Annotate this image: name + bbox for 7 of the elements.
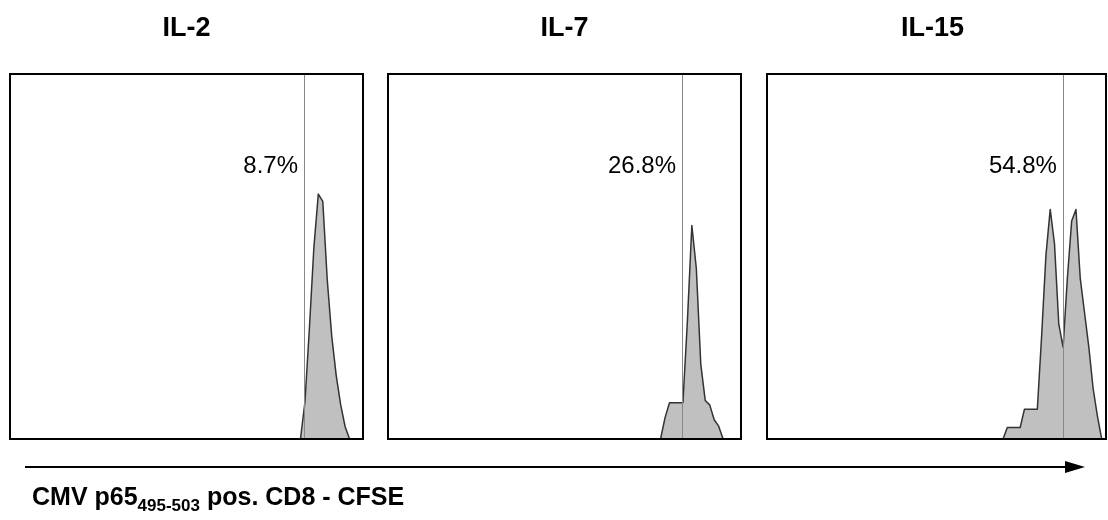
chart-title: IL-7 (539, 12, 590, 43)
text: 54.8% (988, 150, 1057, 178)
text: 26.8% (607, 150, 677, 178)
x-axis-title: CMV p65$_{495-503}$ pos. CD8 - CFSE (32, 482, 405, 516)
text: 8.7% (243, 150, 299, 178)
chart-title: IL-2 (161, 12, 212, 43)
chart-title: IL-15 (900, 12, 965, 43)
